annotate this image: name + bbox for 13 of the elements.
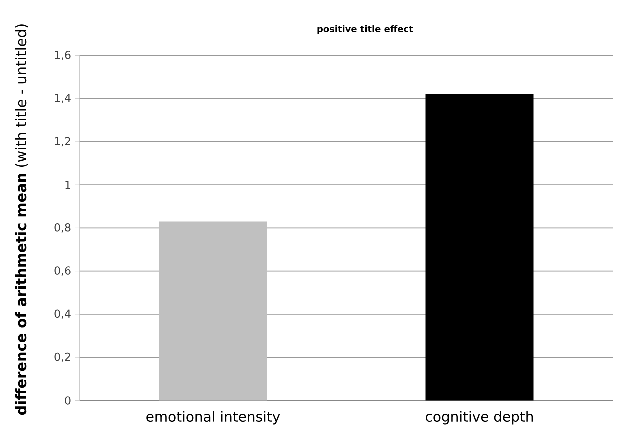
y-tick-label: 1 [66,181,70,190]
y-axis-title: difference of arithmetic mean (with title - untitled) [15,24,28,416]
x-tick-label: cognitive depth [426,411,534,425]
y-tick-label: 0,2 [54,352,70,362]
y-tick-label: 0,6 [54,266,71,276]
x-tick-label: emotional intensity [146,411,280,425]
y-tick-label: 0 [65,396,71,405]
chart-title: positive title effect [318,26,414,34]
y-tick-label: 0,8 [54,224,71,233]
y-tick-label: 0,4 [54,310,71,320]
y-tick-label: 1,2 [55,137,70,147]
y-tick-label: 1,6 [55,51,71,60]
y-tick-label: 1,4 [55,94,71,104]
